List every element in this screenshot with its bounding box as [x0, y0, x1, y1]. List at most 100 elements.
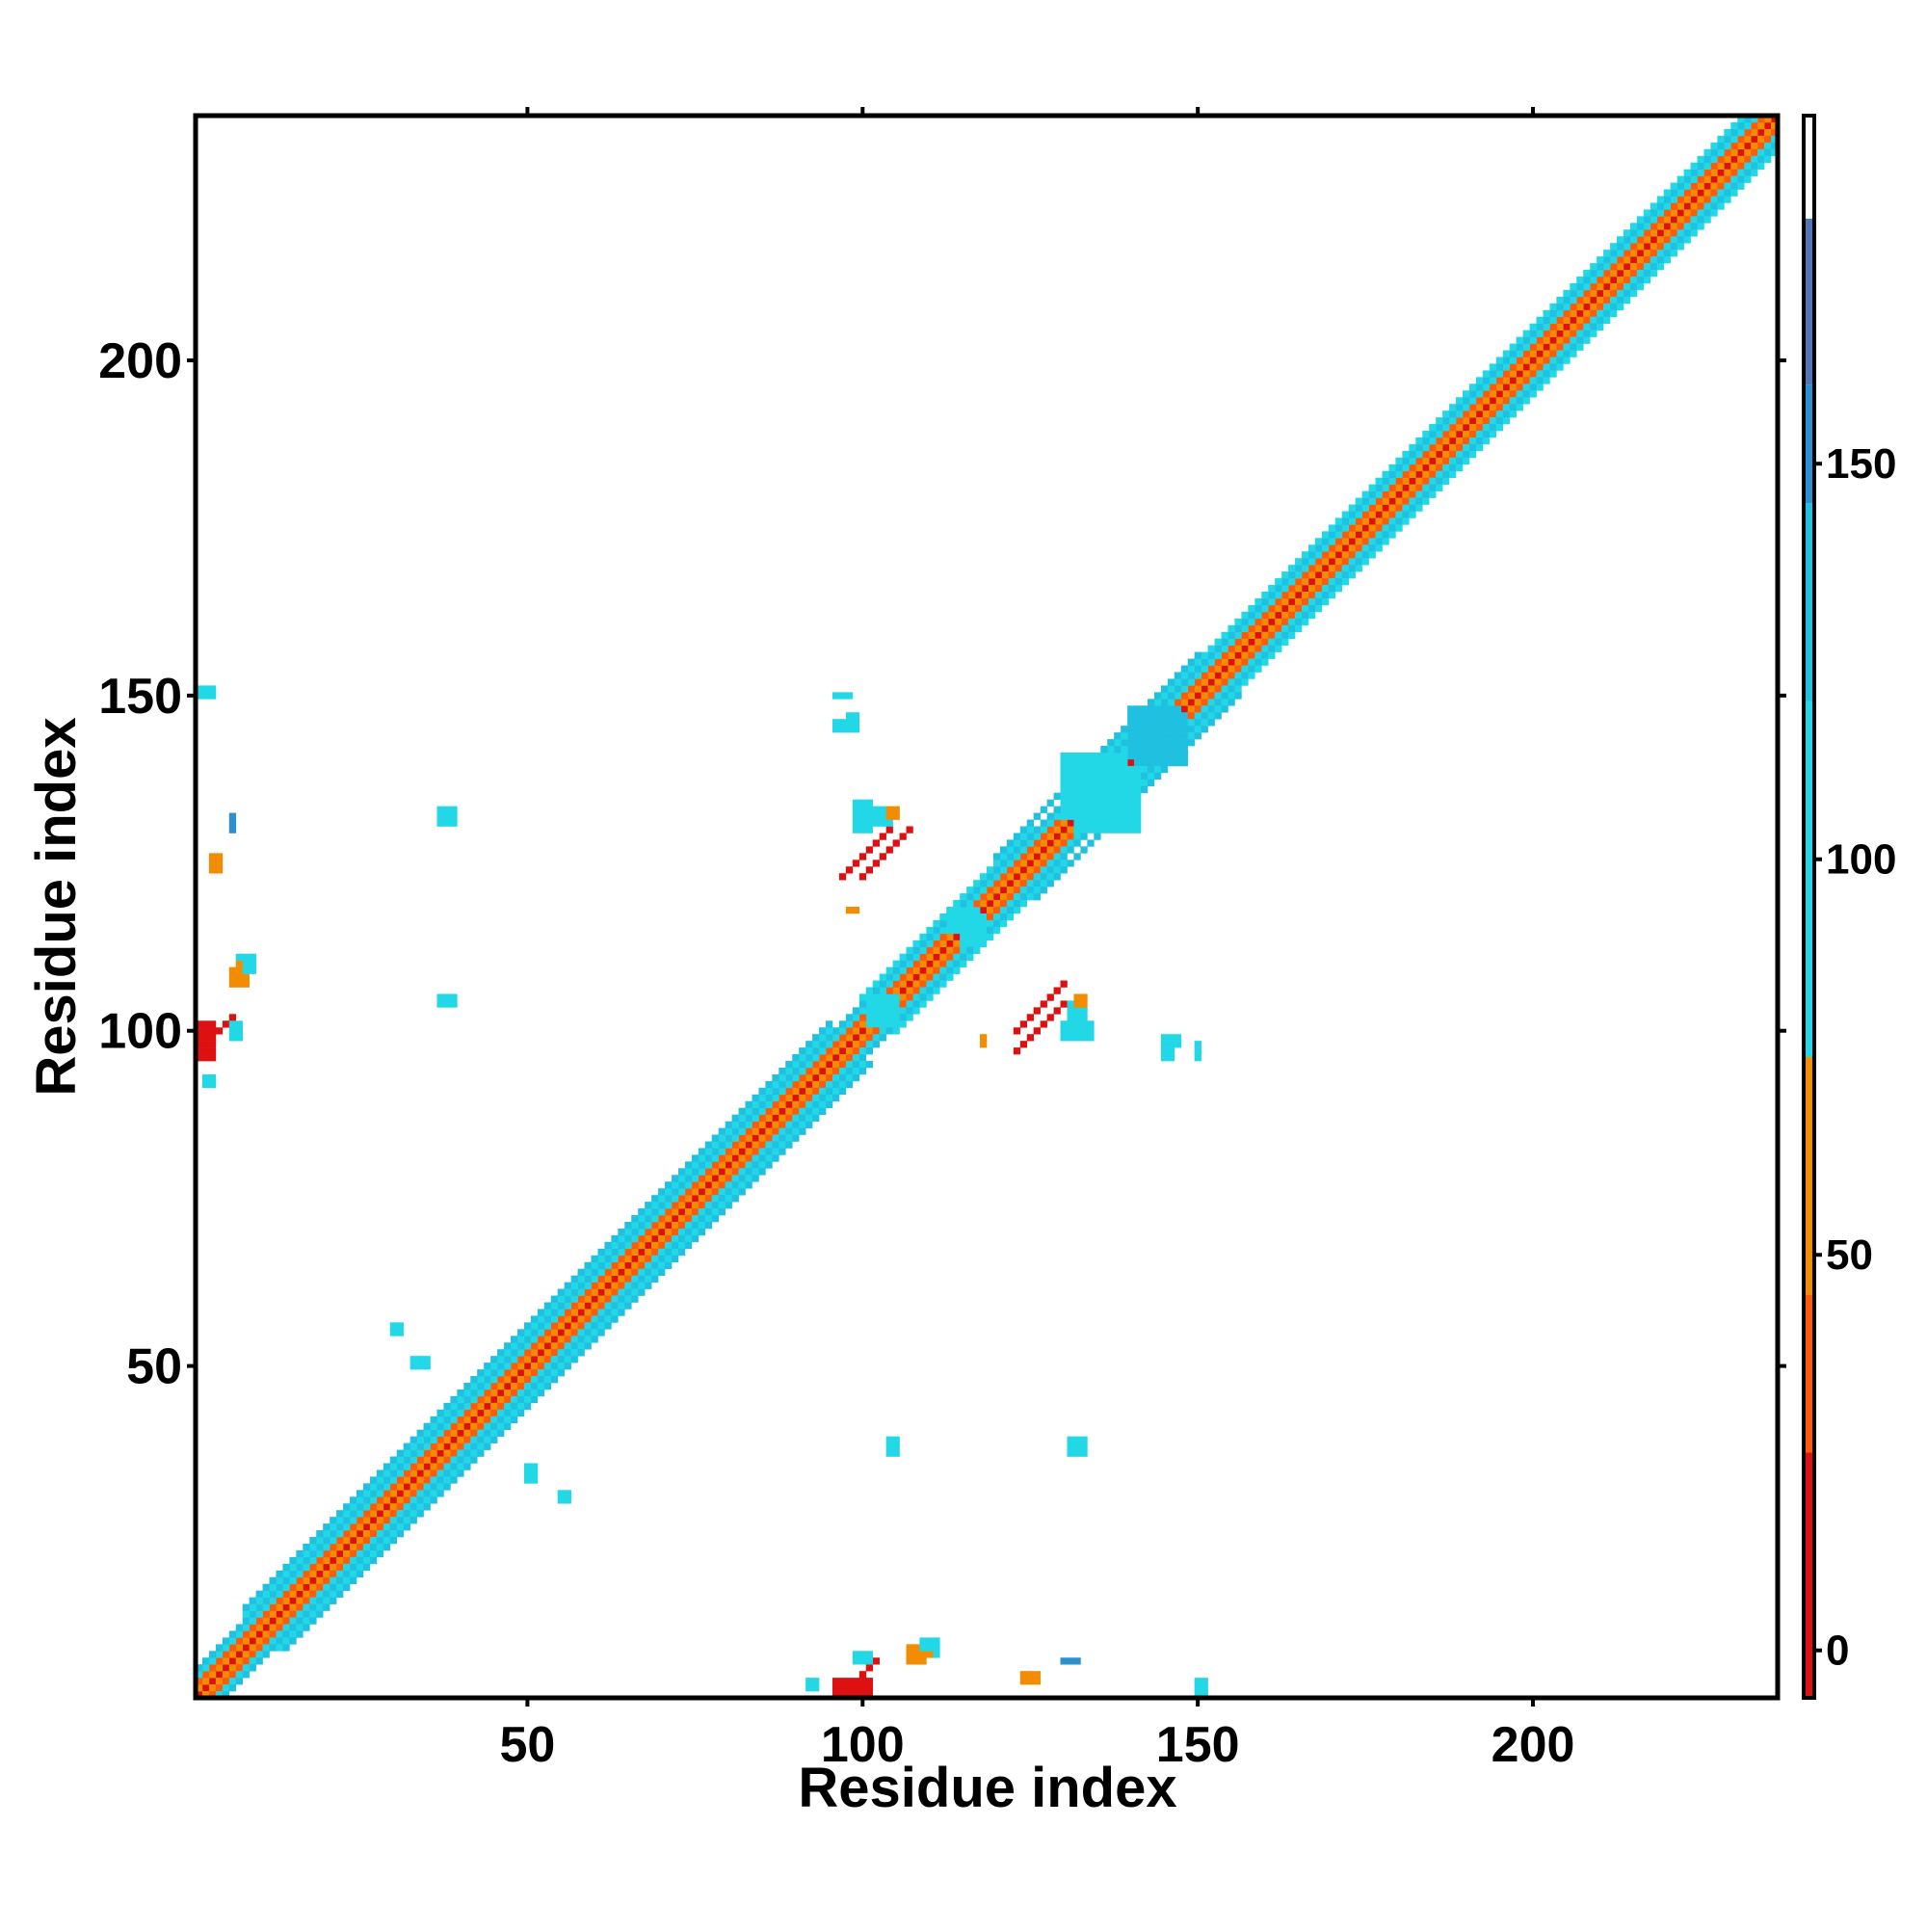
heatmap-cell — [1153, 719, 1162, 727]
heatmap-cell — [618, 1234, 625, 1243]
heatmap-cell — [1683, 202, 1691, 210]
heatmap-cell — [416, 1490, 424, 1497]
heatmap-cell — [933, 919, 940, 928]
heatmap-cell — [1536, 377, 1544, 384]
heatmap-cell — [1127, 826, 1135, 834]
heatmap-cell — [838, 1041, 847, 1048]
heatmap-cell — [980, 913, 988, 921]
heatmap-cell — [779, 1073, 786, 1082]
heatmap-cell — [1663, 189, 1671, 197]
heatmap-cell — [543, 1342, 552, 1350]
heatmap-cell — [1516, 384, 1523, 391]
heatmap-cell — [1160, 719, 1169, 727]
heatmap-cell — [1703, 202, 1711, 210]
heatmap-cell — [960, 893, 967, 901]
heatmap-cell — [523, 1376, 532, 1384]
heatmap-cell — [852, 712, 860, 720]
heatmap-cell — [1442, 450, 1450, 459]
heatmap-cell — [396, 1503, 404, 1511]
heatmap-cell — [1067, 758, 1074, 767]
heatmap-cell — [1019, 893, 1028, 901]
heatmap-cell — [1482, 424, 1491, 432]
heatmap-cell — [1690, 216, 1698, 224]
heatmap-cell — [235, 1651, 244, 1658]
heatmap-cell — [282, 1603, 290, 1611]
heatmap-cell — [966, 946, 974, 955]
heatmap-cell — [960, 900, 967, 908]
heatmap-cell — [658, 1208, 666, 1216]
heatmap-cell — [973, 940, 981, 948]
heatmap-cell — [323, 1549, 330, 1558]
heatmap-cell — [1141, 719, 1148, 727]
heatmap-cell — [604, 1241, 612, 1250]
heatmap-cell — [1751, 128, 1758, 137]
heatmap-cell — [671, 1255, 679, 1263]
heatmap-cell — [1462, 410, 1470, 418]
heatmap-cell — [892, 987, 900, 994]
heatmap-cell — [799, 1080, 806, 1089]
heatmap-cell — [1757, 162, 1765, 170]
heatmap-cell — [879, 1020, 886, 1028]
heatmap-cell — [330, 1583, 337, 1591]
heatmap-cell — [1388, 511, 1396, 518]
heatmap-cell — [1134, 726, 1142, 733]
heatmap-cell — [946, 973, 954, 981]
heatmap-cell — [1509, 363, 1517, 371]
heatmap-cell — [999, 853, 1008, 860]
heatmap-cell — [222, 1637, 230, 1645]
heatmap-cell — [973, 880, 981, 887]
heatmap-cell — [999, 907, 1008, 914]
heatmap-cell — [677, 1228, 686, 1236]
heatmap-cell — [309, 1603, 317, 1611]
heatmap-cell — [504, 1409, 512, 1417]
heatmap-cell — [1355, 565, 1362, 572]
heatmap-cell — [362, 1556, 371, 1565]
heatmap-cell — [872, 806, 880, 813]
heatmap-cell — [303, 1543, 310, 1551]
heatmap-cell — [1100, 765, 1108, 774]
heatmap-cell — [262, 1603, 270, 1611]
heatmap-cell — [879, 853, 886, 860]
heatmap-cell — [1321, 544, 1330, 552]
heatmap-cell — [718, 1202, 726, 1209]
heatmap-cell — [1295, 618, 1303, 626]
heatmap-cell — [1456, 397, 1464, 405]
heatmap-cell — [1275, 585, 1282, 593]
heatmap-cell — [255, 1624, 263, 1631]
heatmap-cell — [330, 1576, 337, 1585]
heatmap-cell — [356, 1530, 364, 1538]
heatmap-cell — [1409, 470, 1416, 479]
heatmap-cell — [1073, 752, 1081, 760]
heatmap-cell — [1201, 692, 1208, 700]
heatmap-cell — [1053, 792, 1061, 800]
heatmap-cell — [1650, 243, 1658, 251]
heatmap-cell — [584, 1336, 592, 1343]
heatmap-cell — [1536, 370, 1544, 378]
heatmap-cell — [1194, 672, 1201, 679]
heatmap-cell — [597, 1329, 605, 1337]
heatmap-cell — [826, 1073, 833, 1082]
heatmap-cell — [1067, 1020, 1074, 1028]
heatmap-cell — [1656, 209, 1665, 217]
heatmap-cell — [543, 1336, 552, 1343]
heatmap-cell — [1114, 746, 1122, 754]
heatmap-cell — [1576, 330, 1584, 337]
heatmap-cell — [269, 1603, 277, 1611]
heatmap-cell — [1603, 276, 1611, 284]
heatmap-cell — [1395, 497, 1403, 505]
heatmap-cell — [1703, 216, 1711, 224]
heatmap-cell — [1509, 397, 1517, 405]
heatmap-cell — [1744, 135, 1752, 144]
heatmap-cell — [450, 1409, 458, 1417]
heatmap-cell — [852, 1007, 860, 1015]
heatmap-cell — [698, 1208, 706, 1216]
heatmap-cell — [1060, 839, 1068, 847]
heatmap-cell — [523, 1329, 532, 1337]
heatmap-cell — [872, 1657, 880, 1665]
heatmap-cell — [1509, 390, 1517, 398]
heatmap-cell — [665, 1208, 673, 1216]
heatmap-cell — [457, 1422, 464, 1430]
heatmap-cell — [537, 1342, 545, 1350]
heatmap-cell — [1697, 223, 1704, 230]
heatmap-cell — [1495, 390, 1504, 398]
